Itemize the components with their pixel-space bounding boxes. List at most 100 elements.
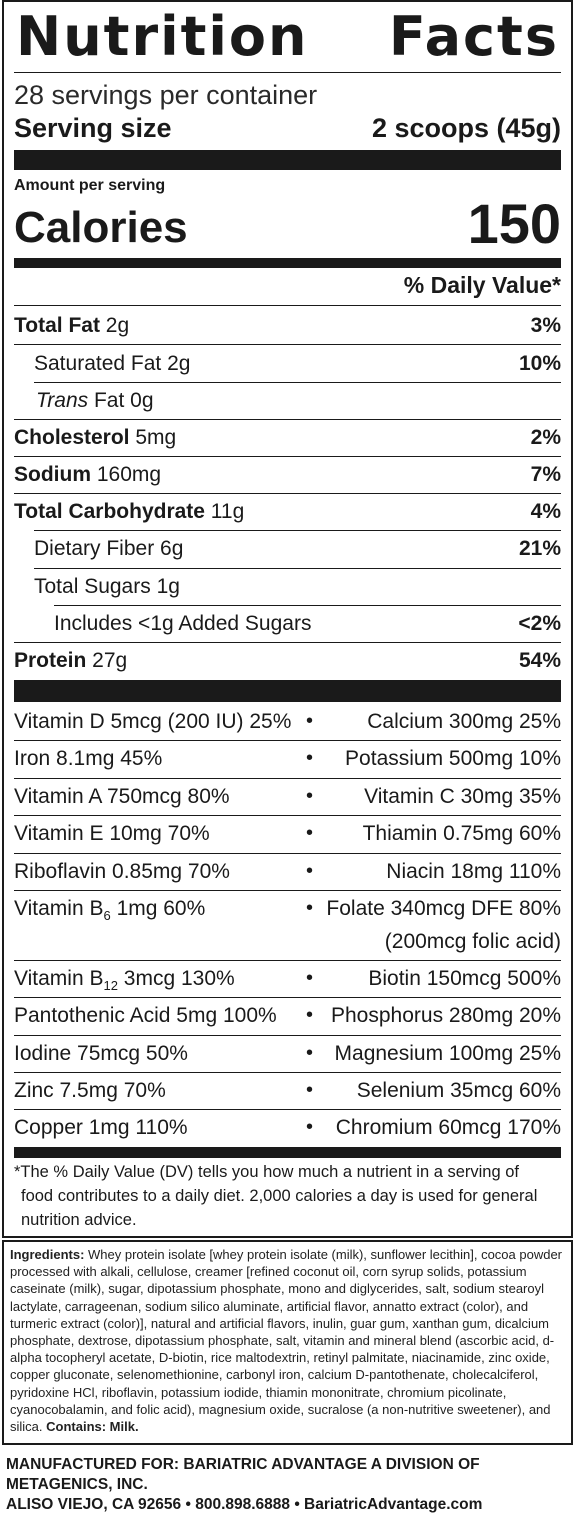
divider [14, 1035, 561, 1036]
daily-value-header: % Daily Value* [403, 272, 561, 298]
divider [14, 997, 561, 998]
divider [14, 456, 561, 457]
divider [14, 419, 561, 420]
vitamin-amount: 3mcg 130% [117, 967, 235, 990]
nutrient-row-saturated-fat: Saturated Fat 2g 10% [14, 345, 561, 382]
footnote-line: *The % Daily Value (DV) tells you how mu… [14, 1163, 520, 1181]
manufacturer-line: MANUFACTURED FOR: BARIATRIC ADVANTAGE A … [6, 1456, 480, 1493]
nutrient-name: Saturated Fat 2g [34, 352, 191, 375]
divider [14, 1109, 561, 1110]
vitamin-right: Selenium 35mcg 60% [356, 1079, 561, 1102]
vitamin-left: Vitamin D 5mcg (200 IU) 25% [14, 710, 292, 733]
manufacturer-address: ALISO VIEJO, CA 92656 • 800.898.6888 • B… [6, 1496, 483, 1513]
vitamin-left: Pantothenic Acid 5mg 100% [14, 1004, 277, 1027]
vitamin-name: Vitamin B [14, 967, 104, 990]
amount-per-serving: Amount per serving [14, 177, 166, 194]
divider [14, 493, 561, 494]
nutrient-row-added-sugars: Includes <1g Added Sugars <2% [14, 605, 561, 642]
vitamin-right-note: (200mcg folic acid) [384, 930, 561, 953]
serving-size: Serving size 2 scoops (45g) [14, 112, 561, 144]
bullet: • [306, 860, 314, 882]
title-word-2: Facts [388, 5, 559, 68]
nutrient-dv: 2% [530, 426, 561, 449]
nutrient-name: Sodium [14, 463, 91, 486]
vitamin-subscript: 6 [103, 908, 111, 924]
nutrient-name: Total Carbohydrate [14, 500, 205, 523]
nutrient-row-sodium: Sodium 160mg 7% [14, 456, 561, 493]
vitamin-subscript: 12 [103, 978, 118, 994]
daily-value-footnote: *The % Daily Value (DV) tells you how mu… [14, 1160, 561, 1232]
footnote-line: nutrition advice. [21, 1211, 137, 1229]
allergen-statement: Contains: Milk. [42, 1419, 139, 1435]
nutrient-name: Total Sugars 1g [34, 575, 180, 598]
nutrient-row-total-sugars: Total Sugars 1g [14, 568, 561, 605]
nutrient-amount: 27g [86, 649, 128, 672]
title-word-1: Nutrition [16, 5, 309, 68]
nutrient-name: Dietary Fiber 6g [34, 537, 184, 560]
nutrient-row-trans-fat: Trans Fat 0g [14, 382, 561, 419]
calories-label: Calories [14, 203, 188, 252]
divider [14, 853, 561, 854]
vitamin-left: Iodine 75mcg 50% [14, 1042, 188, 1065]
nutrient-amount: 160mg [91, 463, 162, 486]
nutrient-name: Total Fat [14, 314, 100, 337]
divider [14, 1072, 561, 1073]
vitamin-right: Biotin 150mcg 500% [368, 967, 561, 990]
nutrient-name: Protein [14, 649, 87, 672]
bullet: • [306, 1042, 314, 1064]
nutrient-dv: 10% [518, 352, 561, 375]
serving-size-label: Serving size [14, 113, 172, 143]
vitamin-left: Vitamin B6 1mg 60% [14, 890, 205, 934]
nutrient-amount: 11g [204, 500, 245, 523]
vitamin-right: Magnesium 100mg 25% [334, 1042, 561, 1065]
divider [14, 815, 561, 816]
vitamin-left: Iron 8.1mg 45% [14, 747, 163, 770]
vitamin-right: Potassium 500mg 10% [345, 747, 561, 770]
serving-size-value: 2 scoops (45g) [371, 113, 561, 143]
divider [14, 960, 561, 961]
vitamin-left: Riboflavin 0.85mg 70% [14, 860, 230, 883]
vitamin-right: Vitamin C 30mg 35% [364, 785, 561, 808]
calories-value: 150 [467, 192, 561, 255]
bullet: • [306, 897, 314, 919]
vitamin-amount: 1mg 60% [110, 897, 206, 920]
nutrient-dv: 7% [530, 463, 561, 486]
bullet: • [306, 967, 314, 989]
divider [14, 344, 561, 345]
divider [14, 642, 561, 643]
nutrient-dv: 4% [530, 500, 561, 523]
ingredients-panel: Ingredients: Whey protein isolate [whey … [2, 1240, 573, 1445]
divider [14, 778, 561, 779]
vitamin-name: Vitamin B [14, 897, 104, 920]
bullet: • [306, 1079, 314, 1101]
divider [34, 382, 561, 383]
bullet: • [306, 710, 314, 732]
label-title: Nutrition Facts [14, 4, 561, 70]
medium-divider [14, 258, 561, 268]
nutrient-amount: Fat 0g [88, 389, 154, 412]
vitamin-right: Niacin 18mg 110% [386, 860, 561, 883]
nutrient-amount: 2g [99, 314, 130, 337]
ingredients-text: Whey protein isolate [whey protein isola… [10, 1247, 563, 1435]
footnote-line: food contributes to a daily diet. 2,000 … [21, 1187, 538, 1205]
vitamin-left: Vitamin E 10mg 70% [14, 822, 210, 845]
manufacturer-info: MANUFACTURED FOR: BARIATRIC ADVANTAGE A … [6, 1455, 578, 1515]
bullet: • [306, 785, 314, 807]
nutrition-facts-label: Nutrition Facts 28 servings per containe… [2, 0, 573, 1238]
vitamin-right: Phosphorus 280mg 20% [331, 1004, 561, 1027]
divider [14, 740, 561, 741]
vitamin-right: Calcium 300mg 25% [367, 710, 561, 733]
nutrient-row-protein: Protein 27g 54% [14, 642, 561, 679]
vitamin-left: Vitamin A 750mcg 80% [14, 785, 230, 808]
vitamin-right: Chromium 60mcg 170% [335, 1116, 561, 1139]
servings-per-container: 28 servings per container [14, 80, 318, 110]
divider [54, 605, 561, 606]
bullet: • [306, 822, 314, 844]
divider [14, 72, 561, 73]
calories: Calories 150 [14, 192, 561, 256]
vitamin-left: Copper 1mg 110% [14, 1116, 188, 1139]
thick-divider [14, 680, 561, 702]
nutrient-dv: <2% [518, 612, 561, 635]
bullet: • [306, 747, 314, 769]
vitamin-right: Folate 340mcg DFE 80% [326, 897, 561, 920]
